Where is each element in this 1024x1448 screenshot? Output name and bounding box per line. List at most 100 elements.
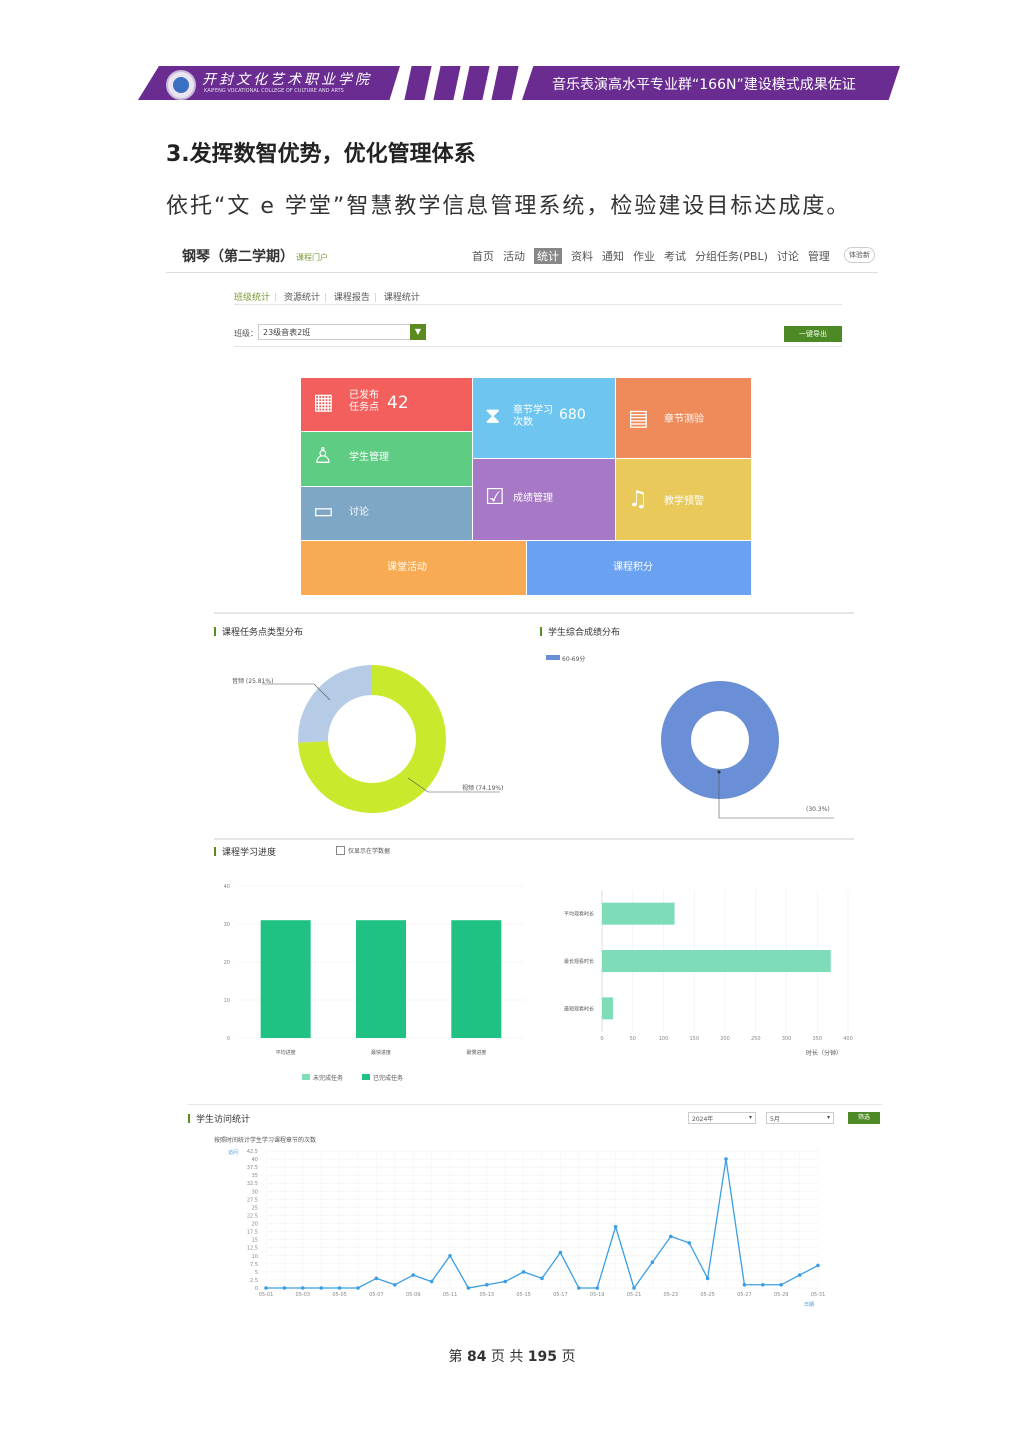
- school-name-cn: 开封文化艺术职业学院: [202, 72, 372, 88]
- tile-chapter-study-label2: 次数: [513, 417, 533, 428]
- tab-course-stats[interactable]: 课程统计: [383, 293, 420, 303]
- tile-grades[interactable]: ☑ 成绩管理: [473, 459, 615, 540]
- tab-course-report[interactable]: 课程报告: [333, 293, 370, 303]
- x-tick-label: 150: [689, 1036, 699, 1042]
- only-active-checkbox[interactable]: [336, 846, 345, 855]
- data-point: [337, 1286, 342, 1290]
- y-tick-label: 最短观看时长: [564, 1005, 594, 1012]
- tile-discussion-label: 讨论: [349, 507, 369, 518]
- nav-manage[interactable]: 管理: [807, 250, 830, 263]
- school-logo-inner: [173, 77, 189, 93]
- y-tick-label: 5: [255, 1270, 258, 1276]
- data-point: [742, 1282, 747, 1287]
- filter-button[interactable]: 筛选: [848, 1112, 880, 1124]
- pie-label-score: (30.3%): [806, 806, 830, 813]
- chevron-down-icon[interactable]: ▼: [410, 324, 426, 340]
- x-tick-label: 400: [843, 1036, 853, 1042]
- school-name-en: KAIFENG VOCATIONAL COLLEGE OF CULTURE AN…: [204, 88, 344, 94]
- legend-label: 60-69分: [562, 656, 586, 663]
- data-point: [650, 1260, 655, 1265]
- x-tick-label: 05-13: [480, 1292, 495, 1298]
- y-tick-label: 35: [252, 1173, 258, 1179]
- nav-homework[interactable]: 作业: [633, 250, 655, 263]
- tile-grades-label: 成绩管理: [513, 493, 553, 504]
- footer-total: 195: [527, 1349, 558, 1365]
- data-point: [411, 1273, 416, 1277]
- nav-notice[interactable]: 通知: [602, 250, 624, 263]
- pie-slice: [298, 665, 446, 813]
- legend-label: 未完成任务: [313, 1075, 344, 1082]
- tab-class-stats[interactable]: 班级统计: [234, 293, 271, 303]
- y-tick-label: 17.5: [247, 1230, 258, 1236]
- chart-subtitle-visits: 按照时间统计学生学习课程章节的次数: [214, 1137, 317, 1144]
- divider: [214, 612, 854, 614]
- data-point: [282, 1286, 287, 1290]
- pie-label-video: 视频 (74.19%): [462, 785, 504, 792]
- nav-home[interactable]: 首页: [472, 250, 494, 263]
- nav-activity[interactable]: 活动: [503, 250, 525, 263]
- data-point: [669, 1234, 673, 1239]
- data-point: [466, 1286, 471, 1290]
- x-tick-label: 300: [782, 1036, 792, 1042]
- tile-classroom[interactable]: 课堂活动: [301, 541, 526, 595]
- year-select-value: 2024年: [692, 1116, 714, 1123]
- tile-discussion[interactable]: ▭ 讨论: [301, 487, 472, 540]
- legend-label: 已完成任务: [373, 1075, 404, 1082]
- data-point: [301, 1286, 305, 1290]
- year-select[interactable]: 2024年 ▾: [688, 1112, 756, 1124]
- month-select[interactable]: 5月 ▾: [766, 1112, 834, 1124]
- data-point: [779, 1282, 783, 1287]
- tile-warning[interactable]: ♫ 教学预警: [616, 459, 751, 540]
- tile-points[interactable]: 课程积分: [527, 541, 751, 595]
- y-tick-label: 10: [224, 998, 230, 1004]
- section-intro: 依托“文 e 学堂”智慧教学信息管理系统，检验建设目标达成度。: [166, 194, 851, 219]
- class-select[interactable]: 23级音表2班: [258, 324, 426, 340]
- tab-resource-stats[interactable]: 资源统计: [283, 293, 320, 303]
- export-button[interactable]: 一键导出: [784, 326, 842, 342]
- x-tick-label: 05-19: [590, 1292, 605, 1298]
- only-active-label: 仅显示在学数据: [348, 848, 391, 855]
- chart-title-score: 学生综合成绩分布: [540, 625, 620, 638]
- data-point: [356, 1286, 360, 1290]
- nav-group-task[interactable]: 分组任务(PBL): [695, 250, 768, 263]
- x-tick-label: 05-25: [700, 1292, 715, 1298]
- x-tick-label: 05-05: [332, 1292, 347, 1298]
- nav-discussion[interactable]: 讨论: [776, 250, 799, 263]
- y-tick-label: 40: [252, 1157, 258, 1163]
- nav-materials[interactable]: 资料: [571, 250, 593, 263]
- chart-title-visits: 学生访问统计: [188, 1112, 250, 1125]
- x-tick-label: 05-01: [259, 1292, 274, 1298]
- message-icon: ▭: [313, 499, 334, 524]
- nav-statistics[interactable]: 统计: [534, 248, 562, 264]
- tile-chapter-test[interactable]: ▤ 章节测验: [616, 378, 751, 458]
- course-portal-link[interactable]: 课程门户: [296, 253, 328, 262]
- header-stripe: [491, 66, 519, 100]
- data-point: [558, 1250, 563, 1255]
- tile-warning-label: 教学预警: [664, 496, 704, 507]
- line-series: [266, 1158, 819, 1290]
- y-tick-label: 25: [252, 1205, 258, 1211]
- chart-title-task-type: 课程任务点类型分布: [214, 625, 303, 638]
- tile-published-value: 42: [387, 393, 409, 413]
- tile-chapter-study[interactable]: ⧗ 章节学习 次数 680: [473, 378, 615, 458]
- tile-published-label1: 已发布: [349, 390, 379, 401]
- nav-exam[interactable]: 考试: [664, 250, 686, 263]
- tile-students-label: 学生管理: [349, 452, 389, 463]
- legend-swatch: [362, 1074, 370, 1080]
- data-point: [613, 1224, 618, 1229]
- tile-students[interactable]: ♙ 学生管理: [301, 432, 472, 486]
- tile-published[interactable]: ▦ 已发布 任务点 42: [301, 378, 472, 431]
- x-tick-label: 05-09: [406, 1292, 421, 1298]
- document-icon: ▤: [628, 406, 649, 431]
- data-point: [632, 1286, 636, 1290]
- trial-button[interactable]: 体验新: [844, 247, 875, 263]
- bar: [451, 920, 502, 1038]
- bell-icon: ♫: [628, 487, 648, 512]
- divider: [234, 304, 842, 305]
- y-tick-label: 最长观看时长: [564, 958, 594, 965]
- x-tick-label: 05-15: [516, 1292, 531, 1298]
- header-band-right: [522, 66, 900, 100]
- section-heading: 3.发挥数智优势，优化管理体系: [166, 142, 476, 167]
- hbar-xlabel: 时长（分钟）: [806, 1050, 843, 1057]
- y-tick-label: 30: [224, 922, 230, 928]
